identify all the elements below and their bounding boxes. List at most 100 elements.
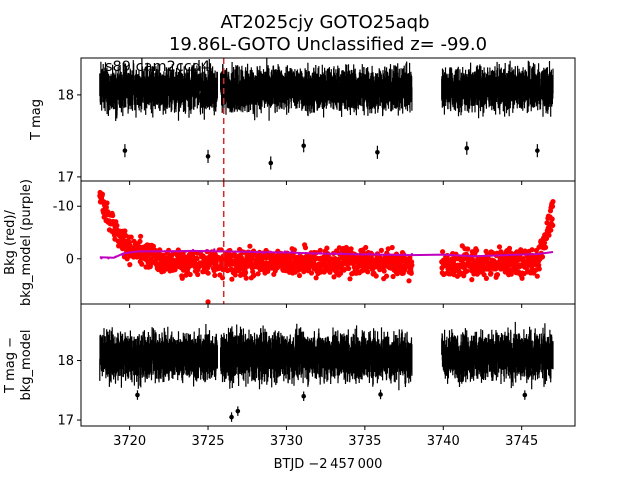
flux-outlier-2-3 [301, 393, 306, 399]
bkg-point [128, 234, 134, 240]
flux-errorbars-2-2 [441, 321, 554, 390]
bkg-point [394, 271, 400, 277]
bkg-point [331, 274, 337, 280]
flux-outlier-2-0 [135, 392, 140, 398]
bkg-model-point [375, 252, 378, 255]
bkg-point [536, 266, 542, 272]
panel-tmag: 17 18 T mag s89 cam2ccd4 [29, 57, 576, 185]
bkg-point [103, 204, 109, 210]
bkg-point [346, 265, 352, 272]
chart-title-line1: AT2025cjy GOTO25aqb [220, 12, 429, 33]
y-axis-label-0-0: T mag [29, 99, 44, 141]
y-axis-label-2-0: T mag − [3, 337, 18, 394]
y-tick-label-2-1: 18 [57, 354, 74, 369]
bkg-model-point [142, 250, 145, 253]
axes-frame-1 [80, 180, 576, 305]
bkg-point [348, 246, 354, 252]
flux-outlier-0-3 [375, 150, 380, 155]
bkg-point [296, 272, 303, 279]
plot-area-0 [99, 58, 554, 170]
bkg-model-point [269, 250, 272, 253]
x-axis-label: BTJD −2 457 000 [274, 457, 383, 472]
flux-points-2 [99, 321, 554, 422]
flux-outlier-0-5 [535, 148, 540, 153]
bkg-point [342, 266, 348, 272]
bkg-point [490, 250, 496, 256]
bkg-point [506, 245, 513, 251]
bkg-point [255, 271, 261, 277]
bkg-model-point [163, 250, 167, 253]
bkg-model-point [382, 254, 385, 257]
bkg-point [406, 278, 412, 284]
bkg-model-point [156, 250, 159, 253]
sector-camera-label: s89 cam2ccd4 [105, 59, 210, 75]
bkg-point [229, 276, 235, 282]
bkg-point [365, 269, 371, 275]
bkg-model-point [333, 251, 336, 255]
bkg-point [389, 244, 395, 251]
bkg-model-point [255, 251, 258, 254]
bkg-model-point [135, 250, 138, 253]
bkg-point [488, 270, 494, 276]
bkg-model-point [227, 250, 230, 253]
bkg-model-point [177, 250, 181, 253]
bkg-point [291, 247, 297, 253]
bkg-point [137, 238, 143, 244]
panel-background: -10 0 Bkg (red)/bkg_model (purple) [3, 179, 576, 308]
bkg-model-point [403, 253, 406, 256]
bkg-model-point [184, 250, 188, 253]
flux-outlier-2-5 [522, 392, 528, 398]
flux-points-0 [99, 58, 554, 170]
bkg-point [317, 247, 323, 253]
bkg-point [381, 268, 387, 274]
bkg-point [205, 299, 211, 304]
bkg-point [195, 271, 201, 278]
bkg-model-point [191, 248, 195, 252]
bkg-point [548, 227, 554, 233]
bkg-model-point [206, 249, 209, 252]
bkg-point [99, 191, 105, 197]
flux-errorbars-2-0 [99, 324, 218, 389]
y-tick-label-1-0: -10 [53, 200, 74, 215]
bkg-point [324, 245, 330, 251]
bkg-model-point [262, 252, 265, 255]
bkg-point [247, 243, 253, 249]
bkg-model-point [347, 252, 350, 255]
y-tick-label-0-0: 17 [57, 170, 74, 185]
x-tick-label-1: 3725 [191, 434, 224, 449]
bkg-model-point [107, 257, 110, 260]
bkg-point [529, 247, 535, 253]
bkg-point [550, 199, 556, 205]
bkg-model-point [114, 255, 117, 258]
x-tick-label-0: 3720 [113, 434, 146, 449]
bkg-point [474, 247, 480, 253]
bkg-model-point [396, 253, 399, 256]
bkg-point [465, 246, 471, 252]
y-axis-label-1-1: bkg_model (purple) [19, 179, 34, 306]
bkg-point [139, 261, 145, 267]
bkg-point [541, 240, 548, 246]
bkg-point [390, 273, 396, 280]
x-tick-label-3: 3735 [348, 434, 381, 449]
bkg-point [179, 275, 185, 281]
bkg-point [321, 269, 327, 275]
bkg-point [543, 244, 549, 250]
bkg-point [464, 268, 470, 274]
panel-tmag-minus-bkg: 17 18 3720 3725 3730 3735 3740 3745 T mag − bkg_m… [3, 303, 576, 449]
bkg-model-point [304, 251, 308, 255]
bkg-model-point [149, 249, 152, 253]
flux-outlier-0-6 [268, 160, 274, 166]
bkg-point [212, 272, 218, 278]
bkg-point [308, 270, 315, 276]
y-tick-label-2-0: 17 [57, 414, 74, 429]
bkg-model-point [170, 250, 174, 254]
bkg-model-point [368, 252, 371, 255]
flux-outlier-0-1 [205, 154, 211, 159]
plot-area-1 [97, 189, 556, 304]
bkg-model-point [234, 250, 237, 253]
bkg-point [440, 249, 446, 255]
bkg-point [378, 247, 384, 253]
bkg-point [519, 275, 525, 281]
bkg-point [243, 275, 249, 281]
axes-frame-2 [80, 303, 576, 427]
